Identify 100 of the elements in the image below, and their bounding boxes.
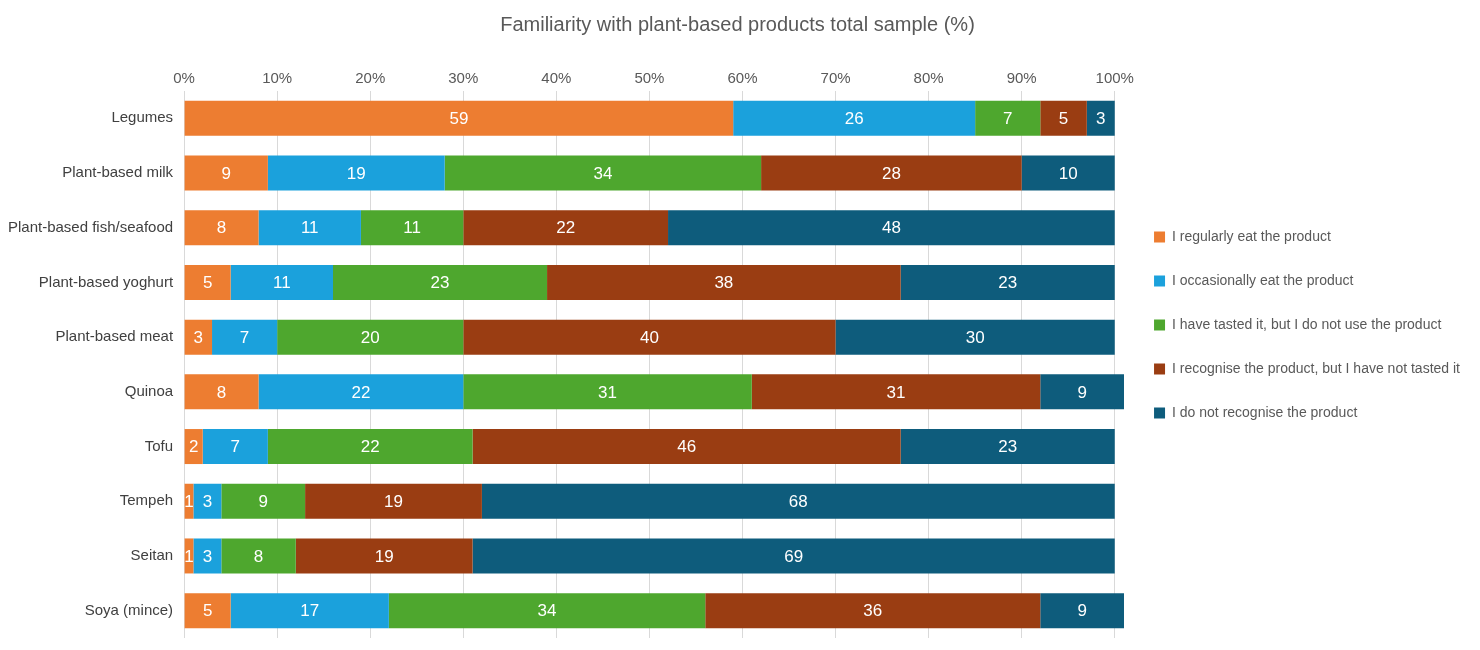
bar — [472, 429, 901, 465]
y-tick-label: Plant-based milk — [62, 163, 174, 181]
data-label: 19 — [346, 163, 366, 183]
data-label: 28 — [881, 163, 901, 183]
x-tick-label: 100% — [1095, 69, 1134, 87]
data-label: 40 — [639, 327, 659, 347]
bar — [761, 155, 1022, 191]
bar — [481, 483, 1115, 519]
bar — [295, 538, 473, 574]
x-tick-label: 60% — [727, 69, 758, 87]
x-tick-label: 50% — [634, 69, 665, 87]
data-label: 31 — [598, 382, 618, 402]
chart-title: Familiarity with plant-based products total sample (%) — [500, 12, 975, 35]
bar — [668, 210, 1115, 246]
bar — [360, 210, 464, 246]
y-tick-label: Quinoa — [124, 381, 174, 399]
data-label: 3 — [1096, 109, 1106, 129]
x-tick-label: 40% — [541, 69, 572, 87]
data-label: 11 — [273, 273, 291, 293]
data-label: 1 — [184, 546, 194, 566]
bar — [1021, 155, 1115, 191]
bar — [184, 429, 203, 465]
bar — [751, 374, 1041, 410]
bar — [184, 374, 259, 410]
data-label: 20 — [360, 327, 380, 347]
data-label: 5 — [1058, 109, 1069, 129]
data-label: 22 — [351, 382, 371, 402]
bar — [184, 593, 231, 629]
bar — [277, 319, 464, 355]
bar — [258, 210, 361, 246]
bar — [1040, 100, 1087, 136]
y-tick-label: Tofu — [144, 436, 174, 454]
bar — [705, 593, 1041, 629]
data-label: 38 — [714, 273, 734, 293]
y-tick-label: Legumes — [111, 108, 174, 126]
bar — [472, 538, 1115, 574]
data-label: 22 — [556, 218, 576, 238]
data-label: 19 — [374, 546, 394, 566]
bar — [230, 264, 334, 300]
legend-label: I occasionally eat the product — [1172, 271, 1354, 288]
data-label: 11 — [300, 218, 319, 238]
data-label: 1 — [184, 491, 194, 511]
bar — [202, 429, 268, 465]
data-label: 5 — [202, 273, 213, 293]
bar — [212, 319, 278, 355]
bar — [900, 264, 1115, 300]
legend-label: I regularly eat the product — [1172, 227, 1331, 244]
x-tick-label: 70% — [820, 69, 851, 87]
bar — [463, 210, 669, 246]
data-label: 7 — [239, 327, 250, 347]
data-label: 22 — [360, 437, 380, 457]
bar — [900, 429, 1115, 465]
data-label: 7 — [1002, 109, 1013, 129]
x-tick-label: 30% — [448, 69, 479, 87]
data-label: 48 — [881, 218, 901, 238]
data-label: 3 — [193, 327, 204, 347]
bar — [835, 319, 1115, 355]
bar — [1040, 374, 1125, 410]
y-tick-label: Soya (mince) — [84, 600, 174, 618]
y-tick-label: Seitan — [130, 546, 174, 564]
data-label: 9 — [1077, 382, 1087, 402]
bar — [975, 100, 1041, 136]
x-tick-label: 20% — [355, 69, 386, 87]
data-label: 46 — [677, 437, 697, 457]
data-label: 23 — [998, 437, 1018, 457]
bar — [184, 155, 268, 191]
bar — [184, 100, 734, 136]
data-label: 31 — [886, 382, 906, 402]
data-label: 9 — [221, 163, 231, 183]
bar — [221, 483, 306, 519]
data-label: 59 — [449, 109, 469, 129]
x-tick-label: 0% — [173, 69, 195, 87]
data-label: 19 — [384, 491, 403, 511]
bar — [193, 538, 222, 574]
bar — [221, 538, 296, 574]
bar — [184, 319, 213, 355]
bar — [258, 374, 464, 410]
legend-label: I recognise the product, but I have not tasted it — [1172, 359, 1461, 376]
data-label: 8 — [216, 218, 227, 238]
data-label: 2 — [188, 437, 199, 457]
bar — [733, 100, 976, 136]
x-tick-label: 90% — [1006, 69, 1037, 87]
data-label: 68 — [788, 491, 808, 511]
data-label: 69 — [784, 546, 804, 566]
x-tick-label: 10% — [262, 69, 293, 87]
data-label: 34 — [593, 163, 613, 183]
data-label: 3 — [202, 491, 213, 511]
y-tick-label: Plant-based fish/seafood — [7, 217, 174, 235]
data-label: 23 — [430, 273, 450, 293]
data-label: 8 — [253, 546, 264, 566]
y-tick-label: Tempeh — [119, 491, 174, 509]
data-label: 5 — [202, 601, 213, 621]
bar — [267, 429, 473, 465]
data-label: 9 — [258, 491, 268, 511]
y-tick-label: Plant-based yoghurt — [38, 272, 174, 290]
bar — [463, 319, 836, 355]
bar — [230, 593, 389, 629]
legend-label: I have tasted it, but I do not use the product — [1172, 315, 1442, 332]
data-label: 11 — [403, 218, 421, 238]
bar — [388, 593, 706, 629]
